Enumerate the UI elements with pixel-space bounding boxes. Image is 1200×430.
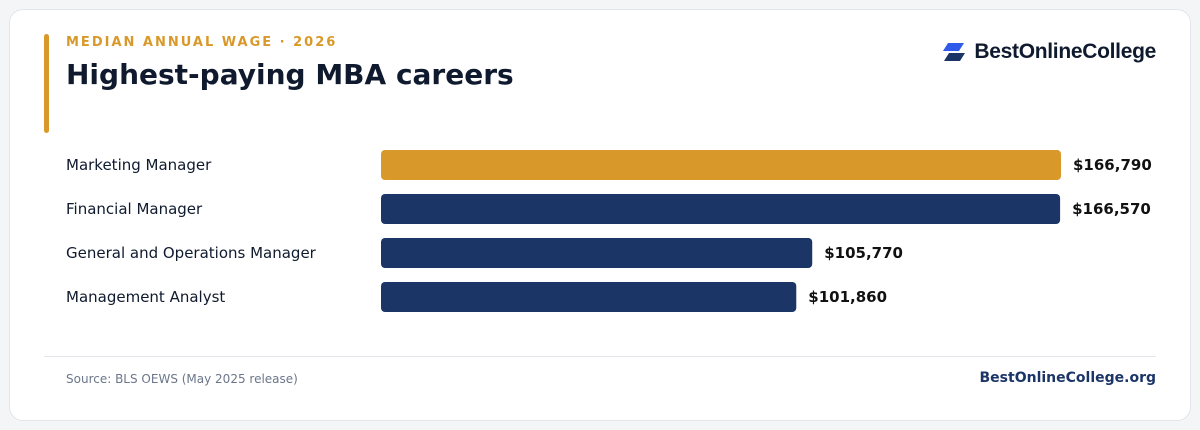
bar-chart: Marketing Manager $166,790 Financial Manag…: [66, 150, 1152, 312]
brand-logo[interactable]: BestOnlineCollege: [942, 40, 1156, 64]
bar: [381, 194, 1061, 224]
chart-title: Highest-paying MBA careers: [66, 58, 514, 91]
brand-name: BestOnlineCollege: [974, 40, 1156, 63]
category-label: Financial Manager: [66, 200, 203, 218]
site-link[interactable]: BestOnlineCollege.org: [979, 370, 1156, 386]
category-label: Marketing Manager: [66, 156, 212, 174]
category-label: General and Operations Manager: [66, 244, 317, 262]
category-label: Management Analyst: [66, 288, 225, 306]
bar: [381, 282, 797, 312]
bar: [381, 238, 813, 268]
brand-logo-icon: [943, 43, 966, 61]
value-label: $166,790: [1073, 156, 1152, 174]
value-label: $101,860: [808, 288, 887, 306]
value-label: $105,770: [824, 244, 903, 262]
footer-divider: [44, 356, 1156, 357]
accent-bar: [44, 34, 49, 133]
chart-card: MEDIAN ANNUAL WAGE · 2026 Highest-paying…: [9, 9, 1191, 421]
chart-eyebrow: MEDIAN ANNUAL WAGE · 2026: [66, 35, 338, 50]
source-note: Source: BLS OEWS (May 2025 release): [66, 372, 298, 386]
bar: [381, 150, 1061, 180]
value-label: $166,570: [1072, 200, 1151, 218]
